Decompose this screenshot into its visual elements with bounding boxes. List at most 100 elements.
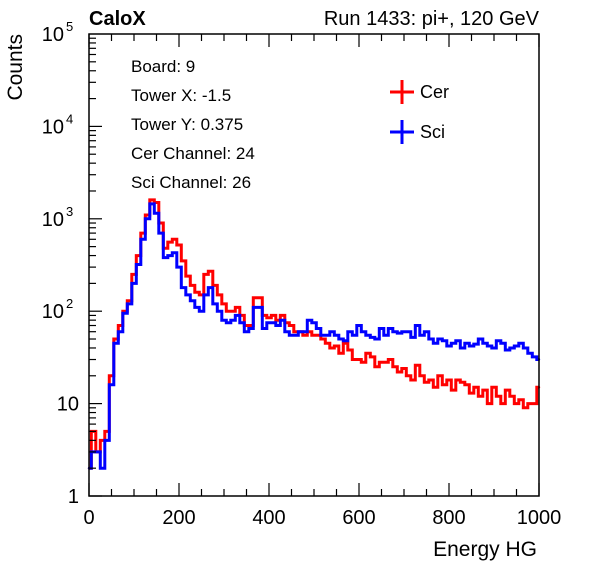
data-point-sci — [533, 355, 536, 359]
data-point-cer — [321, 337, 325, 341]
data-point-sci — [240, 321, 244, 324]
x-tick-label: 600 — [342, 507, 375, 529]
legend-entry-cer: Cer — [390, 80, 449, 104]
data-point-sci — [335, 334, 338, 337]
data-point-cer — [258, 296, 262, 299]
data-point-cer — [506, 388, 509, 392]
data-point-cer — [375, 365, 379, 368]
data-point-cer — [402, 367, 406, 370]
x-tick-label: 1000 — [517, 507, 562, 529]
data-point-sci — [285, 330, 289, 333]
y-tick-label-exponent: 4 — [66, 111, 73, 126]
y-tick-label: 10 — [42, 116, 64, 138]
data-point-sci — [249, 327, 253, 330]
data-point-cer — [393, 365, 397, 368]
data-point-cer — [114, 337, 118, 341]
data-point-cer — [497, 395, 500, 398]
data-point-sci — [407, 330, 410, 333]
info-tower-x: Tower X: -1.5 — [131, 86, 231, 105]
data-point-sci — [483, 342, 487, 345]
data-point-cer — [371, 355, 374, 359]
data-point-sci — [294, 334, 298, 337]
data-point-cer — [389, 358, 392, 361]
data-point-cer — [249, 324, 253, 327]
data-point-cer — [317, 334, 320, 337]
data-point-sci — [141, 238, 145, 241]
data-point-cer — [510, 395, 514, 398]
data-point-sci — [384, 334, 388, 337]
data-point-sci — [137, 263, 140, 266]
legend-cer-label: Cer — [420, 82, 449, 102]
data-point-sci — [366, 334, 370, 337]
data-point-cer — [384, 361, 388, 364]
data-point-cer — [533, 402, 536, 405]
data-point-sci — [182, 286, 185, 289]
data-point-sci — [290, 334, 293, 337]
x-tick-label: 200 — [162, 507, 195, 529]
data-point-cer — [519, 398, 523, 401]
info-box: Board: 9 Tower X: -1.5 Tower Y: 0.375 Ce… — [118, 46, 360, 196]
data-point-sci — [164, 256, 167, 259]
data-point-sci — [236, 314, 239, 317]
data-point-cer — [348, 348, 352, 352]
data-point-sci — [461, 346, 464, 350]
data-point-cer — [416, 364, 419, 367]
data-point-sci — [254, 306, 257, 309]
data-point-cer — [150, 198, 154, 202]
y-tick-label-exponent: 3 — [66, 204, 73, 219]
data-point-cer — [357, 358, 361, 361]
data-point-cer — [326, 342, 329, 345]
data-point-cer — [465, 383, 469, 386]
data-point-cer — [456, 378, 460, 382]
data-point-cer — [443, 383, 446, 386]
data-point-sci — [245, 330, 248, 333]
y-tick-label: 10 — [57, 394, 79, 416]
data-point-sci — [326, 334, 329, 337]
data-point-cer — [474, 386, 478, 389]
data-point-cer — [146, 213, 149, 217]
data-point-sci — [123, 312, 127, 315]
data-point-sci — [339, 337, 343, 341]
data-point-cer — [434, 386, 437, 389]
data-point-cer — [209, 270, 212, 273]
data-point-sci — [330, 330, 334, 333]
data-point-sci — [308, 319, 311, 322]
data-point-cer — [222, 302, 226, 306]
data-point-sci — [209, 286, 212, 289]
data-point-sci — [263, 327, 266, 330]
legend: Cer Sci — [390, 80, 449, 144]
data-point-sci — [168, 254, 172, 257]
data-point-cer — [285, 321, 289, 324]
data-point-sci — [380, 327, 383, 330]
data-point-cer — [353, 358, 356, 361]
y-tick-label: 1 — [68, 486, 79, 508]
data-point-sci — [146, 217, 149, 220]
info-sci-channel: Sci Channel: 26 — [131, 173, 251, 192]
y-tick-label: 10 — [42, 24, 64, 46]
y-tick-label-exponent: 2 — [66, 296, 73, 311]
data-point-sci — [119, 330, 122, 333]
info-board: Board: 9 — [131, 57, 195, 76]
data-point-cer — [200, 293, 203, 297]
data-point-cer — [515, 402, 518, 405]
data-point-sci — [110, 383, 113, 386]
data-point-sci — [416, 324, 419, 327]
data-point-cer — [227, 310, 230, 313]
data-point-cer — [524, 406, 527, 409]
y-axis-title: Counts — [4, 34, 27, 101]
data-point-cer — [429, 378, 433, 382]
data-point-cer — [137, 254, 140, 257]
data-point-cer — [141, 231, 145, 235]
data-point-sci — [438, 337, 442, 341]
data-point-cer — [191, 284, 194, 287]
data-point-cer — [366, 352, 370, 355]
data-point-sci — [150, 202, 154, 206]
data-point-sci — [101, 467, 104, 470]
data-point-cer — [294, 330, 298, 333]
data-point-cer — [398, 370, 401, 374]
data-point-sci — [299, 330, 302, 333]
data-point-sci — [479, 337, 482, 341]
run-label: Run 1433: pi+, 120 GeV — [324, 8, 540, 30]
x-tick-label: 400 — [252, 507, 285, 529]
